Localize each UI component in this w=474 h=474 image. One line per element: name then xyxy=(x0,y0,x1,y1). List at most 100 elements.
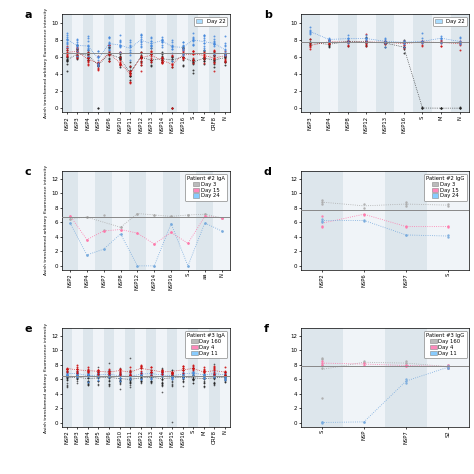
Point xyxy=(179,51,186,59)
Point xyxy=(200,47,208,55)
Point xyxy=(158,380,165,387)
Point xyxy=(147,370,155,378)
Point xyxy=(137,375,145,383)
Point xyxy=(438,37,445,45)
Point xyxy=(158,59,165,67)
Point xyxy=(200,32,208,39)
Point xyxy=(456,104,464,112)
Point xyxy=(190,55,197,63)
Point xyxy=(126,68,134,75)
Point xyxy=(218,227,226,235)
Text: a: a xyxy=(25,10,32,20)
Point xyxy=(84,50,92,57)
Point xyxy=(126,383,134,391)
Point xyxy=(126,69,134,76)
Point xyxy=(456,46,464,54)
Point xyxy=(381,39,389,47)
Point xyxy=(179,374,186,381)
Point xyxy=(84,369,92,376)
Point xyxy=(105,377,113,384)
Point xyxy=(190,376,197,384)
Point xyxy=(402,361,410,369)
Point xyxy=(105,371,113,378)
Point xyxy=(168,373,176,381)
Point xyxy=(147,47,155,55)
Point xyxy=(137,377,145,384)
Point xyxy=(126,372,134,379)
Point xyxy=(200,374,208,382)
Point xyxy=(190,375,197,383)
Point xyxy=(400,38,408,46)
Point xyxy=(137,371,145,379)
Point xyxy=(167,220,175,228)
Bar xyxy=(62,328,72,427)
Point xyxy=(221,363,228,371)
Point xyxy=(105,45,113,52)
Point xyxy=(168,57,176,65)
Point xyxy=(116,61,123,69)
Point xyxy=(137,363,145,370)
Point xyxy=(158,381,165,388)
Point xyxy=(200,55,208,63)
Point xyxy=(95,64,102,72)
Point xyxy=(445,365,452,372)
Point xyxy=(363,34,370,41)
Point xyxy=(84,382,92,389)
Point xyxy=(400,44,408,51)
Point xyxy=(168,45,176,53)
Point xyxy=(73,53,81,61)
Point xyxy=(95,104,102,112)
Point xyxy=(221,61,228,69)
Point xyxy=(168,44,176,51)
Point xyxy=(360,204,368,211)
Point xyxy=(221,375,228,383)
Point xyxy=(73,47,81,55)
Point xyxy=(73,40,81,48)
Point xyxy=(105,374,113,381)
Point xyxy=(63,67,71,75)
Point xyxy=(402,231,410,239)
Point xyxy=(105,376,113,383)
Point xyxy=(179,369,186,376)
Point xyxy=(381,38,389,46)
Point xyxy=(402,231,410,238)
Point xyxy=(360,419,368,426)
Point xyxy=(95,366,102,374)
Point xyxy=(84,378,92,386)
Point xyxy=(73,44,81,52)
Point xyxy=(137,369,145,376)
Point xyxy=(200,373,208,381)
Point xyxy=(179,54,186,61)
Point xyxy=(363,39,370,47)
Point xyxy=(63,50,71,58)
Point xyxy=(105,57,113,64)
Point xyxy=(168,63,176,70)
Point xyxy=(126,70,134,78)
Point xyxy=(95,62,102,70)
Y-axis label: Asinh transformed arbitrary fluorescence intensity: Asinh transformed arbitrary fluorescence… xyxy=(45,322,48,433)
Point xyxy=(158,54,165,62)
Point xyxy=(363,38,370,46)
Point xyxy=(363,35,370,43)
Point xyxy=(445,361,452,369)
Point xyxy=(325,36,333,43)
Point xyxy=(179,54,186,61)
Point xyxy=(147,369,155,376)
Point xyxy=(84,34,92,42)
Point xyxy=(95,367,102,375)
Point xyxy=(456,34,464,42)
Point xyxy=(456,103,464,110)
Point xyxy=(344,37,351,45)
Point xyxy=(221,57,228,65)
Point xyxy=(210,381,218,389)
Point xyxy=(105,370,113,377)
Bar xyxy=(413,14,432,112)
Point xyxy=(179,43,186,50)
Point xyxy=(95,61,102,68)
Point xyxy=(66,215,74,222)
Point xyxy=(210,33,218,40)
Point xyxy=(218,214,226,222)
Point xyxy=(105,55,113,62)
Point xyxy=(63,48,71,56)
Point xyxy=(63,373,71,381)
